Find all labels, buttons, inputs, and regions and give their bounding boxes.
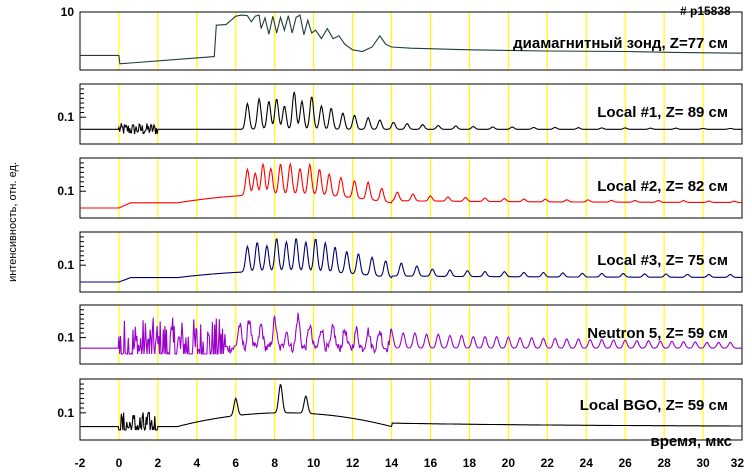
panel-frame bbox=[79, 231, 743, 293]
series-line-local3 bbox=[80, 238, 742, 283]
x-tick-labels: -2 0 2 4 6 8 10 12 14 16 18 20 22 24 26 28 30 32 bbox=[75, 456, 745, 470]
shot-number: # p15838 bbox=[680, 4, 731, 18]
x-tick-label: 20 bbox=[502, 456, 516, 470]
panel-local2: 0.1 Local #2, Z= 82 см bbox=[57, 157, 743, 219]
panel-label-local3: Local #3, Z= 75 см bbox=[597, 252, 728, 269]
panel-frame bbox=[79, 378, 743, 441]
x-tick-label: 2 bbox=[155, 456, 162, 470]
x-tick-label: 6 bbox=[232, 456, 239, 470]
panel-frame bbox=[79, 11, 743, 71]
y-tick-label: 0.1 bbox=[57, 331, 74, 345]
panel-label-diamag: диамагнитный зонд, Z=77 см bbox=[513, 35, 728, 52]
x-tick-label: 16 bbox=[424, 456, 438, 470]
panel-local3: 0.1 Local #3, Z= 75 см bbox=[57, 231, 743, 293]
panel-label-local2: Local #2, Z= 82 см bbox=[597, 178, 728, 195]
panel-label-bgo: Local BGO, Z= 59 см bbox=[580, 397, 728, 414]
panel-frame bbox=[79, 157, 743, 219]
series-line-local2 bbox=[80, 162, 742, 209]
x-tick-label: 30 bbox=[696, 456, 710, 470]
x-tick-label: 0 bbox=[116, 456, 123, 470]
y-tick-label: 0.1 bbox=[57, 110, 74, 124]
x-tick-label: 26 bbox=[618, 456, 632, 470]
panel-frame bbox=[79, 304, 743, 365]
chart-panels: 10 диамагнитный зонд, Z=77 см 0.1 Local #1,… bbox=[57, 5, 743, 441]
panel-diamag: 10 диамагнитный зонд, Z=77 см bbox=[61, 5, 743, 71]
x-tick-label: 8 bbox=[271, 456, 278, 470]
panel-local1: 0.1 Local #1, Z= 89 см bbox=[57, 83, 743, 145]
series-line-neutron5 bbox=[80, 312, 742, 356]
x-axis-label: время, мкс bbox=[651, 433, 732, 450]
x-tick-label: 12 bbox=[346, 456, 360, 470]
x-tick-label: 14 bbox=[385, 456, 399, 470]
x-tick-label: 22 bbox=[541, 456, 555, 470]
y-tick-label: 0.1 bbox=[57, 184, 74, 198]
series-line-diamag bbox=[80, 14, 743, 65]
panel-bgo: 0.1 Local BGO, Z= 59 см bbox=[57, 378, 743, 441]
panel-frame bbox=[79, 83, 743, 145]
y-axis-label: интенсивность, отн. ед. bbox=[7, 162, 19, 282]
y-tick-label: 10 bbox=[61, 5, 75, 19]
panel-neutron5: 0.1 Neutron 5, Z= 59 см bbox=[57, 304, 743, 365]
series-line-local1 bbox=[80, 91, 742, 135]
panel-label-local1: Local #1, Z= 89 см bbox=[597, 104, 728, 121]
series-line-bgo bbox=[80, 384, 742, 432]
x-tick-label: 18 bbox=[463, 456, 477, 470]
x-tick-label: 4 bbox=[193, 456, 200, 470]
x-tick-label: -2 bbox=[75, 456, 86, 470]
y-tick-label: 0.1 bbox=[57, 258, 74, 272]
x-tick-label: 24 bbox=[580, 456, 594, 470]
x-tick-label: 32 bbox=[731, 456, 745, 470]
x-tick-label: 10 bbox=[307, 456, 321, 470]
y-tick-label: 0.1 bbox=[57, 406, 74, 420]
x-tick-label: 28 bbox=[657, 456, 671, 470]
panel-label-neutron5: Neutron 5, Z= 59 см bbox=[587, 325, 728, 342]
